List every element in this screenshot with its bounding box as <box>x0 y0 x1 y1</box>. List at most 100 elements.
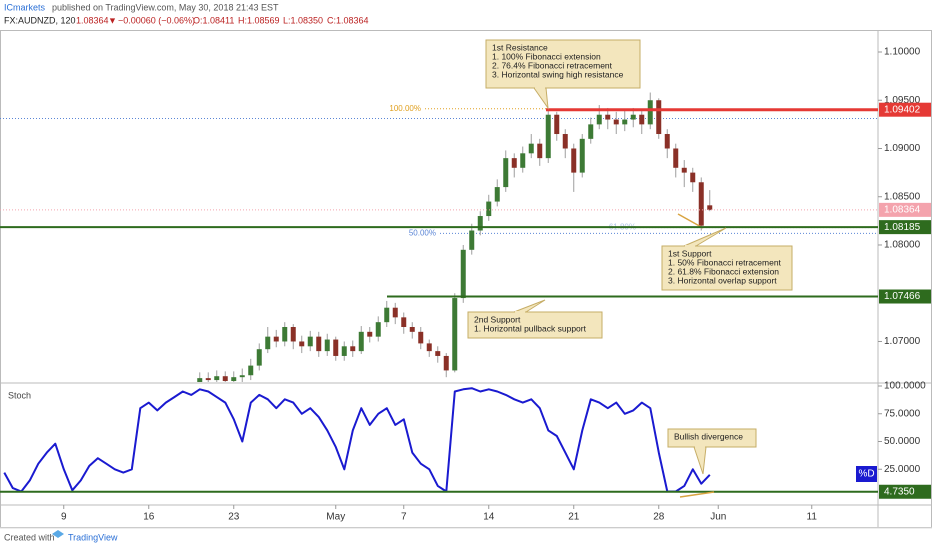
y-tick-label: 1.07000 <box>884 336 921 347</box>
candle-body <box>409 327 415 332</box>
candle-body <box>494 187 500 202</box>
callout-text: 2nd Support <box>474 314 521 324</box>
callout-text: 2. 61.8% Fibonacci extension <box>668 266 779 276</box>
last: 1.08364 <box>76 15 109 25</box>
callout-text: 1st Support <box>668 248 712 258</box>
candle-body <box>239 375 245 378</box>
fib-label: 100.00% <box>389 104 421 113</box>
candle-body <box>401 317 407 327</box>
candle-body <box>707 205 713 210</box>
candle-body <box>596 114 602 125</box>
candle-body <box>358 331 364 352</box>
callout-box <box>485 39 641 110</box>
open: O:1.08411 <box>193 15 234 25</box>
candle-body <box>248 365 254 376</box>
y-tick-label: 25.0000 <box>884 464 921 475</box>
callout-cover <box>515 311 525 313</box>
panel-title: Stoch <box>8 390 31 400</box>
candle-body <box>350 346 356 352</box>
change: −0.00060 (−0.06%) <box>118 15 195 25</box>
candle-body <box>231 377 237 382</box>
x-tick-label: Jun <box>710 512 726 523</box>
candle-body <box>545 114 551 159</box>
candle-body <box>214 376 220 381</box>
candle-body <box>282 327 288 342</box>
candle-body <box>197 378 203 382</box>
callout-text: 1. Horizontal pullback support <box>474 323 587 333</box>
stoch-line <box>3 387 711 493</box>
series-label-bg <box>856 466 877 482</box>
y-tick-label: 50.0000 <box>884 436 921 447</box>
y-tick-label: 75.0000 <box>884 408 921 419</box>
candle-body <box>520 153 526 168</box>
candle-body <box>656 100 662 135</box>
y-tick-label: 1.08500 <box>884 191 921 202</box>
level-label: 4.7350 <box>884 486 915 497</box>
candle-body <box>256 349 262 366</box>
candle-body <box>503 158 509 188</box>
level-label-bg <box>879 220 931 235</box>
level-label-bg <box>879 202 931 217</box>
candle-body <box>690 172 696 183</box>
candle-body <box>435 351 441 356</box>
candle-body <box>579 138 585 173</box>
candle-body <box>307 336 313 347</box>
logo <box>52 530 64 538</box>
candle-body <box>647 100 653 125</box>
candle-body <box>341 346 347 356</box>
x-tick-label: 14 <box>483 512 495 523</box>
candle-body <box>477 216 483 231</box>
callout-box <box>667 428 757 475</box>
level-label: 1.07466 <box>884 291 921 302</box>
stoch-panel <box>3 387 711 493</box>
candle-body <box>664 134 670 149</box>
candle-body <box>205 378 211 381</box>
callout-box <box>467 299 603 339</box>
symbol: FX:AUDNZD, 120 <box>4 15 76 25</box>
footer-created: Created with <box>4 532 55 542</box>
callout-text: 3. Horizontal overlap support <box>668 275 777 285</box>
candle-body <box>622 119 628 125</box>
callout-box <box>661 227 793 291</box>
x-tick-label: 23 <box>228 512 240 523</box>
high: H:1.08569 <box>238 15 280 25</box>
y-tick-label: 100.0000 <box>884 381 926 392</box>
x-tick-label: 7 <box>401 512 407 523</box>
candle-body <box>375 322 381 337</box>
candle-body <box>511 158 517 168</box>
x-tick-label: May <box>326 512 345 523</box>
level-label-bg <box>879 484 931 499</box>
divergence-line <box>677 213 704 229</box>
level-label-bg <box>879 102 931 117</box>
y-tick-label: 1.09500 <box>884 95 921 106</box>
candle-body <box>630 114 636 120</box>
x-tick-label: 21 <box>568 512 580 523</box>
callout-text: 1. 100% Fibonacci extension <box>492 51 601 61</box>
y-tick-label: 1.09000 <box>884 143 921 154</box>
y-tick-label: 1.08000 <box>884 240 921 251</box>
candle-body <box>639 114 645 125</box>
low: L:1.08350 <box>283 15 323 25</box>
fib-label: 50.00% <box>409 229 436 238</box>
candle-body <box>392 307 398 318</box>
candle-body <box>222 376 228 382</box>
candle-body <box>613 119 619 125</box>
divergence-line <box>679 491 715 498</box>
candle-body <box>605 114 611 120</box>
x-tick-label: 28 <box>653 512 665 523</box>
candle-body <box>554 114 560 135</box>
series-label: %D <box>858 469 874 480</box>
candle-body <box>562 134 568 149</box>
footer-brand[interactable]: TradingView <box>68 532 118 542</box>
level-label: 1.09402 <box>884 104 921 115</box>
candle-body <box>299 341 305 347</box>
candle-body <box>316 336 322 352</box>
candle-body <box>537 143 543 159</box>
author[interactable]: ICmarkets <box>4 2 46 12</box>
candle-body <box>333 339 339 356</box>
callout-text: 1st Resistance <box>492 42 548 52</box>
x-tick-label: 9 <box>61 512 67 523</box>
candle-body <box>528 143 534 154</box>
candle-body <box>324 339 330 352</box>
